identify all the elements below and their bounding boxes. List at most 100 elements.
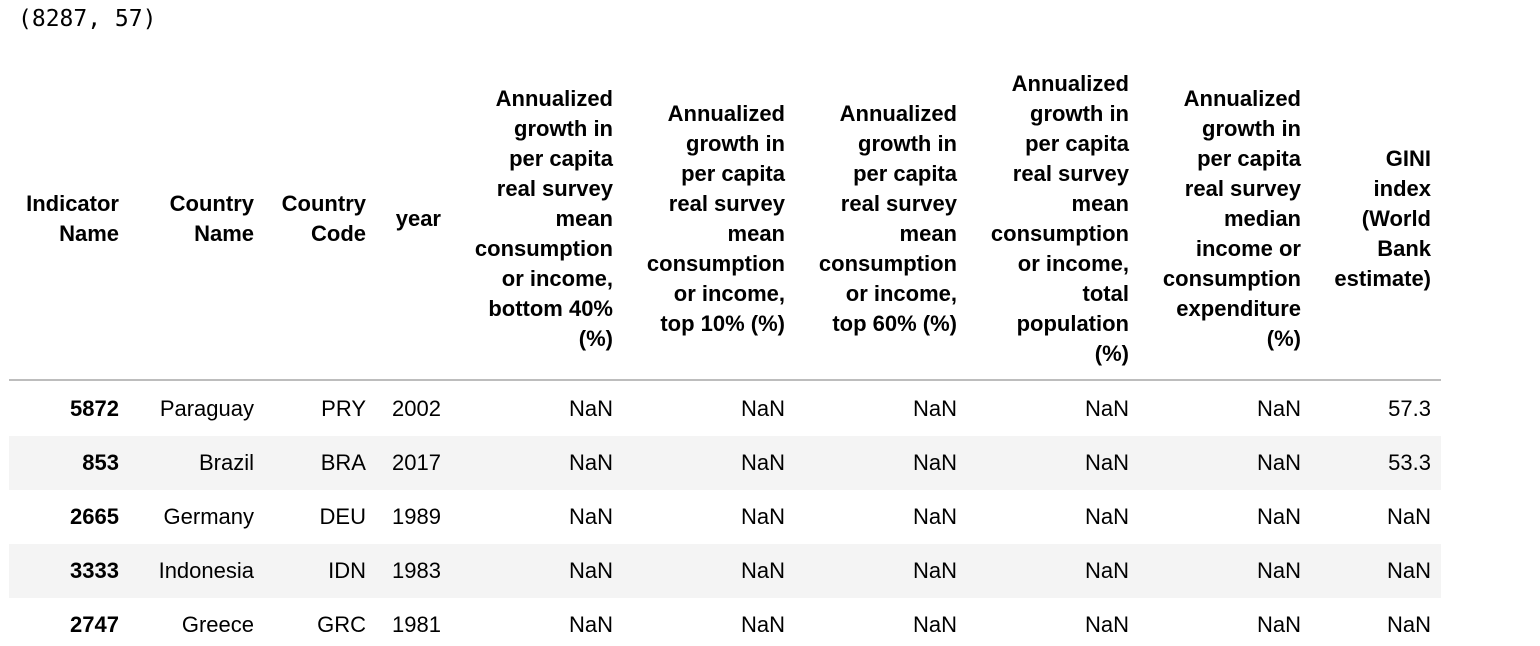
column-header-line: Annualized (667, 100, 785, 126)
column-header-line: consumption (1162, 265, 1301, 291)
column-header-line: Name (194, 220, 254, 246)
column-header-line: real survey (668, 190, 785, 216)
column-header-line: consumption (818, 250, 957, 276)
column-header: GINI index (World Bank estimate) (1311, 58, 1441, 381)
column-header-line: mean (727, 220, 785, 246)
column-header-line: real survey (1012, 160, 1129, 186)
table-cell: NaN (1256, 396, 1301, 421)
column-header-line: Country (169, 190, 254, 216)
column-header-line: per capita (1197, 145, 1301, 171)
table-cell: 1981 (392, 612, 441, 637)
column-header-line: real survey (496, 175, 613, 201)
table-cell: NaN (1256, 612, 1301, 637)
table-cell: GRC (317, 612, 366, 637)
row-index: 3333 (70, 558, 119, 583)
table-cell: 2017 (392, 450, 441, 475)
column-header-line: (World (1361, 205, 1431, 231)
table-cell: NaN (740, 612, 785, 637)
column-header-line: growth in (686, 130, 785, 156)
column-header-line: (%) (1094, 340, 1129, 366)
column-header-line: estimate) (1334, 265, 1431, 291)
table-cell: NaN (740, 558, 785, 583)
column-header-line: real survey (1184, 175, 1301, 201)
table-cell: NaN (1386, 558, 1431, 583)
header-row: Indicator Name Country Name Country Code year A… (9, 58, 1441, 381)
column-header-line: growth in (1202, 115, 1301, 141)
column-header-line: Annualized (839, 100, 957, 126)
shape-output: (8287, 57) (18, 6, 157, 32)
table-cell: NaN (1084, 612, 1129, 637)
column-header-line: expenditure (1176, 295, 1301, 321)
table-cell: NaN (912, 504, 957, 529)
table-cell: 1989 (392, 504, 441, 529)
column-header-line: mean (1071, 190, 1129, 216)
row-index: 2747 (70, 612, 119, 637)
dataframe-table: Indicator Name Country Name Country Code year A… (9, 58, 1441, 646)
column-header-line: Code (311, 220, 366, 246)
table-body: 5872 Paraguay PRY 2002 NaN NaN NaN NaN NaN 57.3 85… (9, 380, 1441, 646)
table-cell: Greece (181, 612, 254, 637)
column-header-line: top 60% (%) (832, 310, 957, 336)
table-row: 2665 Germany DEU 1989 NaN NaN NaN NaN NaN NaN (9, 490, 1441, 544)
table-cell: NaN (1256, 558, 1301, 583)
table-cell: NaN (568, 612, 613, 637)
column-header: Country Code (264, 58, 376, 381)
column-header-line: income or (1195, 235, 1301, 261)
table-cell: NaN (1084, 396, 1129, 421)
table-cell: BRA (320, 450, 366, 475)
column-header-line: Country (281, 190, 366, 216)
column-header-line: per capita (1025, 130, 1129, 156)
column-header: Annualized growth in per capita real survey… (623, 58, 795, 381)
column-header-line: growth in (1030, 100, 1129, 126)
column-header-line: consumption (646, 250, 785, 276)
column-header-line: or income, (501, 265, 613, 291)
column-header-line: Indicator (26, 190, 119, 216)
column-header-line: year (395, 205, 441, 231)
column-header-line: or income, (673, 280, 785, 306)
column-header-line: per capita (853, 160, 957, 186)
row-index: 853 (82, 450, 119, 475)
table-cell: 2002 (392, 396, 441, 421)
table-row: 5872 Paraguay PRY 2002 NaN NaN NaN NaN NaN 57.3 (9, 380, 1441, 436)
column-header: Annualized growth in per capita real survey… (451, 58, 623, 381)
column-header: Annualized growth in per capita real survey… (1139, 58, 1311, 381)
row-index: 2665 (70, 504, 119, 529)
table-cell: NaN (568, 450, 613, 475)
table-cell: NaN (1386, 612, 1431, 637)
column-header-line: growth in (858, 130, 957, 156)
table-cell: NaN (568, 504, 613, 529)
table-cell: Brazil (198, 450, 254, 475)
column-header-line: or income, (1017, 250, 1129, 276)
column-header-line: mean (899, 220, 957, 246)
table-cell: DEU (319, 504, 366, 529)
column-header-line: total (1082, 280, 1129, 306)
column-header-line: top 10% (%) (660, 310, 785, 336)
column-header-line: (%) (578, 325, 613, 351)
table-row: 853 Brazil BRA 2017 NaN NaN NaN NaN NaN 53.3 (9, 436, 1441, 490)
column-header-line: growth in (514, 115, 613, 141)
table-cell: NaN (912, 558, 957, 583)
column-header: Indicator Name (9, 58, 129, 381)
table-cell: Indonesia (158, 558, 254, 583)
table-cell: Paraguay (159, 396, 254, 421)
column-header: Annualized growth in per capita real survey… (967, 58, 1139, 381)
table-cell: NaN (1084, 504, 1129, 529)
column-header-line: Name (59, 220, 119, 246)
table-cell: 57.3 (1388, 396, 1431, 421)
column-header-line: median (1223, 205, 1301, 231)
table-cell: NaN (912, 396, 957, 421)
column-header: Annualized growth in per capita real survey… (795, 58, 967, 381)
table-cell: NaN (1386, 504, 1431, 529)
column-header-line: bottom 40% (488, 295, 613, 321)
column-header-line: real survey (840, 190, 957, 216)
column-header-line: Bank (1377, 235, 1431, 261)
column-header-line: Annualized (495, 85, 613, 111)
column-header-line: per capita (681, 160, 785, 186)
column-header: year (376, 58, 451, 381)
table-cell: NaN (740, 396, 785, 421)
table-cell: PRY (321, 396, 366, 421)
table-cell: NaN (1084, 558, 1129, 583)
column-header-line: Annualized (1011, 70, 1129, 96)
table-cell: NaN (568, 558, 613, 583)
row-index: 5872 (70, 396, 119, 421)
